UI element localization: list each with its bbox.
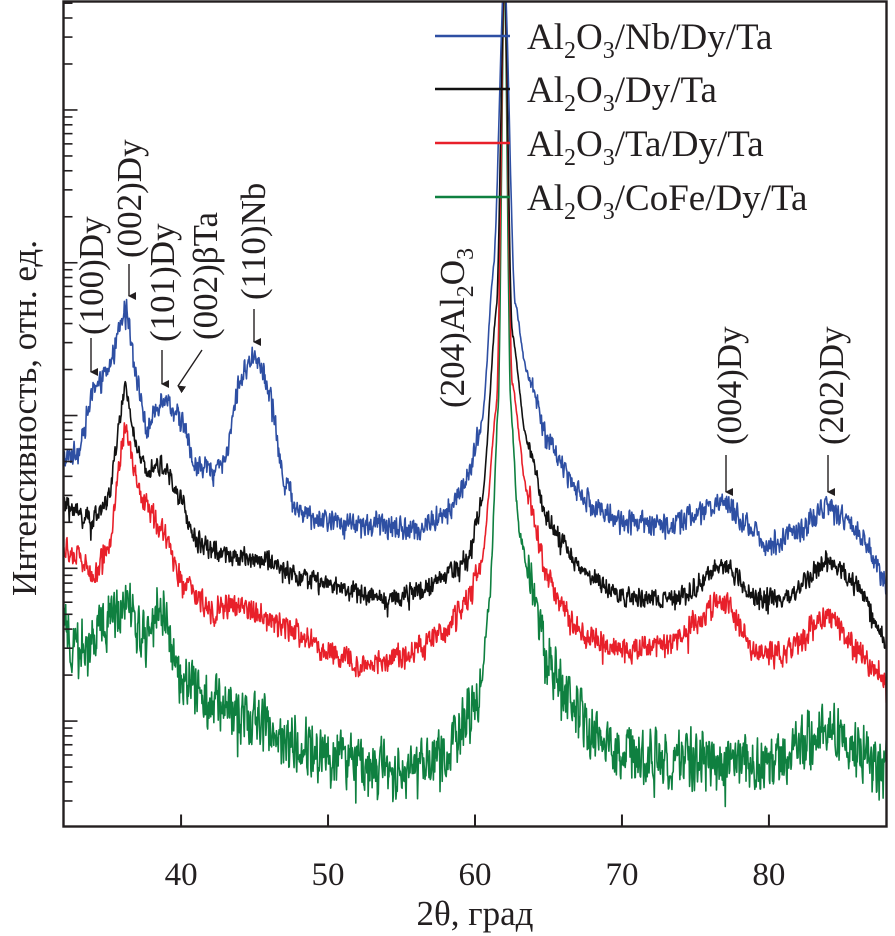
annotation-label: (002)Dy [110,139,149,258]
series-layer [64,2,886,808]
annotation-label: (002)βTa [186,211,225,340]
legend-label: Al2O3/Nb/Dy/Ta [527,17,772,64]
annotation-label: (100)Dy [72,216,111,335]
annotation-110-nb: (110)Nb [234,183,273,346]
x-tick-label: 80 [752,857,785,893]
annotation-002-dy: (002)Dy [110,139,149,300]
y-axis-ticks [63,2,78,802]
annotation-004-dy: (004)Dy [710,326,749,496]
x-axis-tick-labels: 40 50 60 70 80 [165,857,786,893]
legend-label: Al2O3/Dy/Ta [527,70,717,117]
annotation-202-dy: (202)Dy [812,326,851,496]
annotation-label: (110)Nb [234,183,273,300]
annotation-204-al2o3: (204)Al2O3 [433,248,479,408]
legend-label: Al2O3/CoFe/Dy/Ta [527,178,807,225]
y-axis-label: Интенсивность, отн. ед. [5,240,44,596]
x-tick-label: 60 [459,857,492,893]
series-line-al2o3-ta-dy-ta [64,2,886,703]
series-line-al2o3-nb-dy-ta [64,2,886,595]
x-tick-label: 70 [605,857,638,893]
series-line-al2o3-cofe-dy-ta [64,2,886,808]
x-axis-ticks [180,814,770,827]
x-axis-label: 2θ, град [417,894,534,933]
annotation-label: (101)Dy [143,223,182,342]
x-tick-label: 40 [165,857,198,893]
annotation-label: (202)Dy [812,326,851,445]
legend-item: Al2O3/Nb/Dy/Ta [435,17,772,64]
legend-item: Al2O3/CoFe/Dy/Ta [435,178,807,225]
x-tick-label: 50 [312,857,345,893]
annotation-100-dy: (100)Dy [72,216,111,376]
annotation-101-dy: (101)Dy [143,223,182,388]
annotation-arrow [177,349,203,394]
legend: Al2O3/Nb/Dy/Ta Al2O3/Dy/Ta Al2O3/Ta/Dy/T… [435,17,807,225]
annotation-002-beta-ta: (002)βTa [177,211,225,394]
peak-annotations: (100)Dy (002)Dy (101)Dy (002)βTa (110)Nb… [72,139,851,496]
legend-item: Al2O3/Dy/Ta [435,70,717,117]
legend-item: Al2O3/Ta/Dy/Ta [435,124,764,171]
legend-label: Al2O3/Ta/Dy/Ta [527,124,764,171]
annotation-label: (004)Dy [710,326,749,445]
series-line-al2o3-dy-ta [64,2,886,650]
annotation-label: (204)Al2O3 [433,248,479,408]
